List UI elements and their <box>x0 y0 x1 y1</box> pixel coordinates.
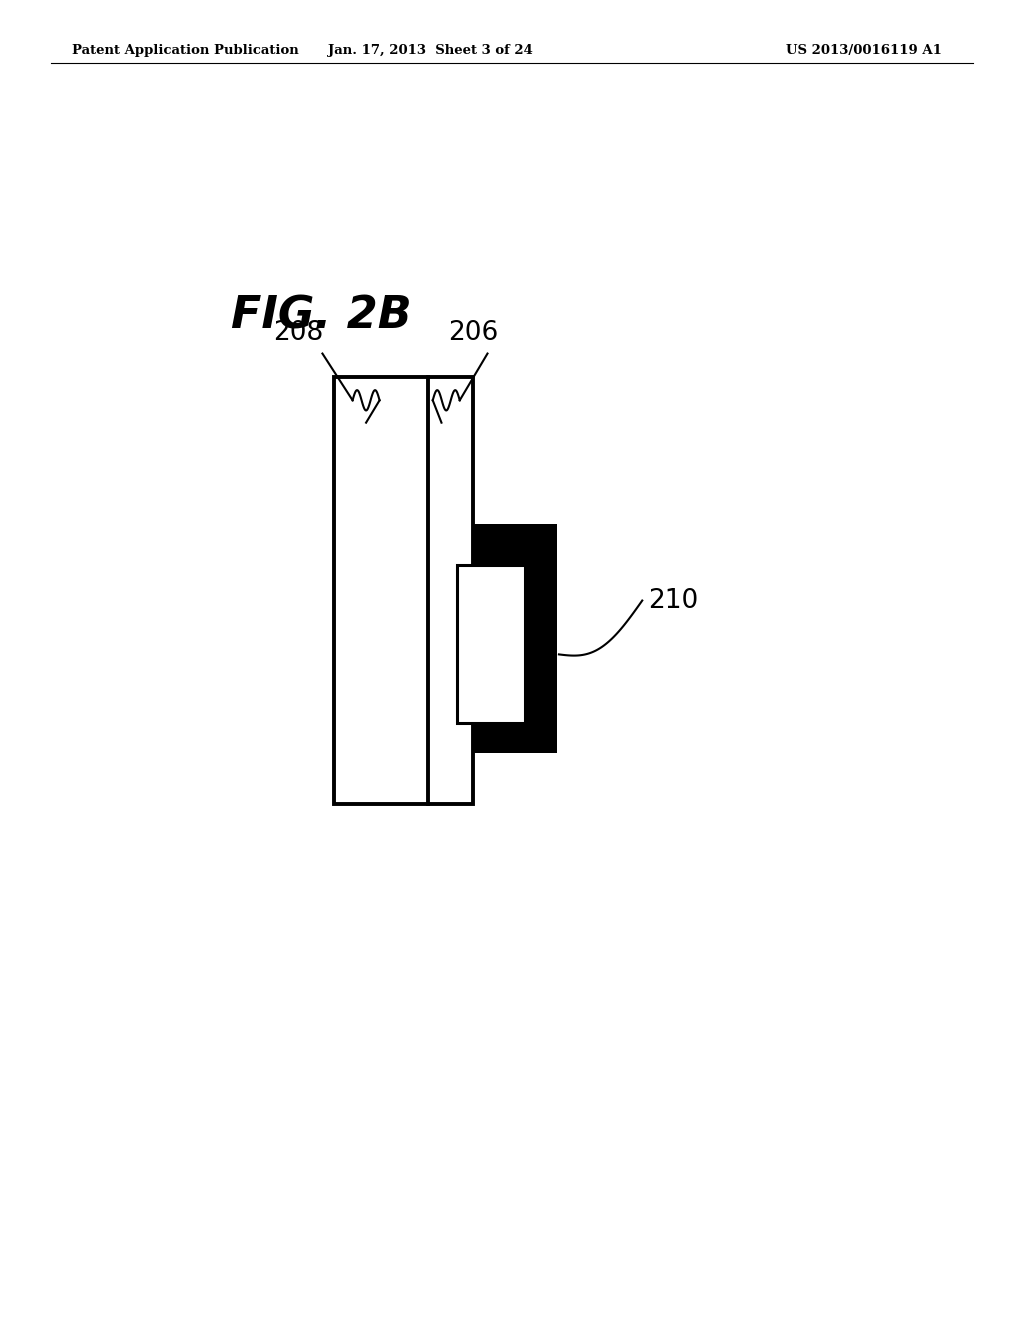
Bar <box>473 524 557 752</box>
Text: 208: 208 <box>273 321 324 346</box>
Text: US 2013/0016119 A1: US 2013/0016119 A1 <box>786 44 942 57</box>
Bar <box>458 565 524 722</box>
Bar <box>334 378 473 804</box>
Text: 210: 210 <box>648 587 698 614</box>
Text: 206: 206 <box>449 321 499 346</box>
Text: Patent Application Publication: Patent Application Publication <box>72 44 298 57</box>
Text: FIG. 2B: FIG. 2B <box>231 294 412 338</box>
Text: Jan. 17, 2013  Sheet 3 of 24: Jan. 17, 2013 Sheet 3 of 24 <box>328 44 532 57</box>
